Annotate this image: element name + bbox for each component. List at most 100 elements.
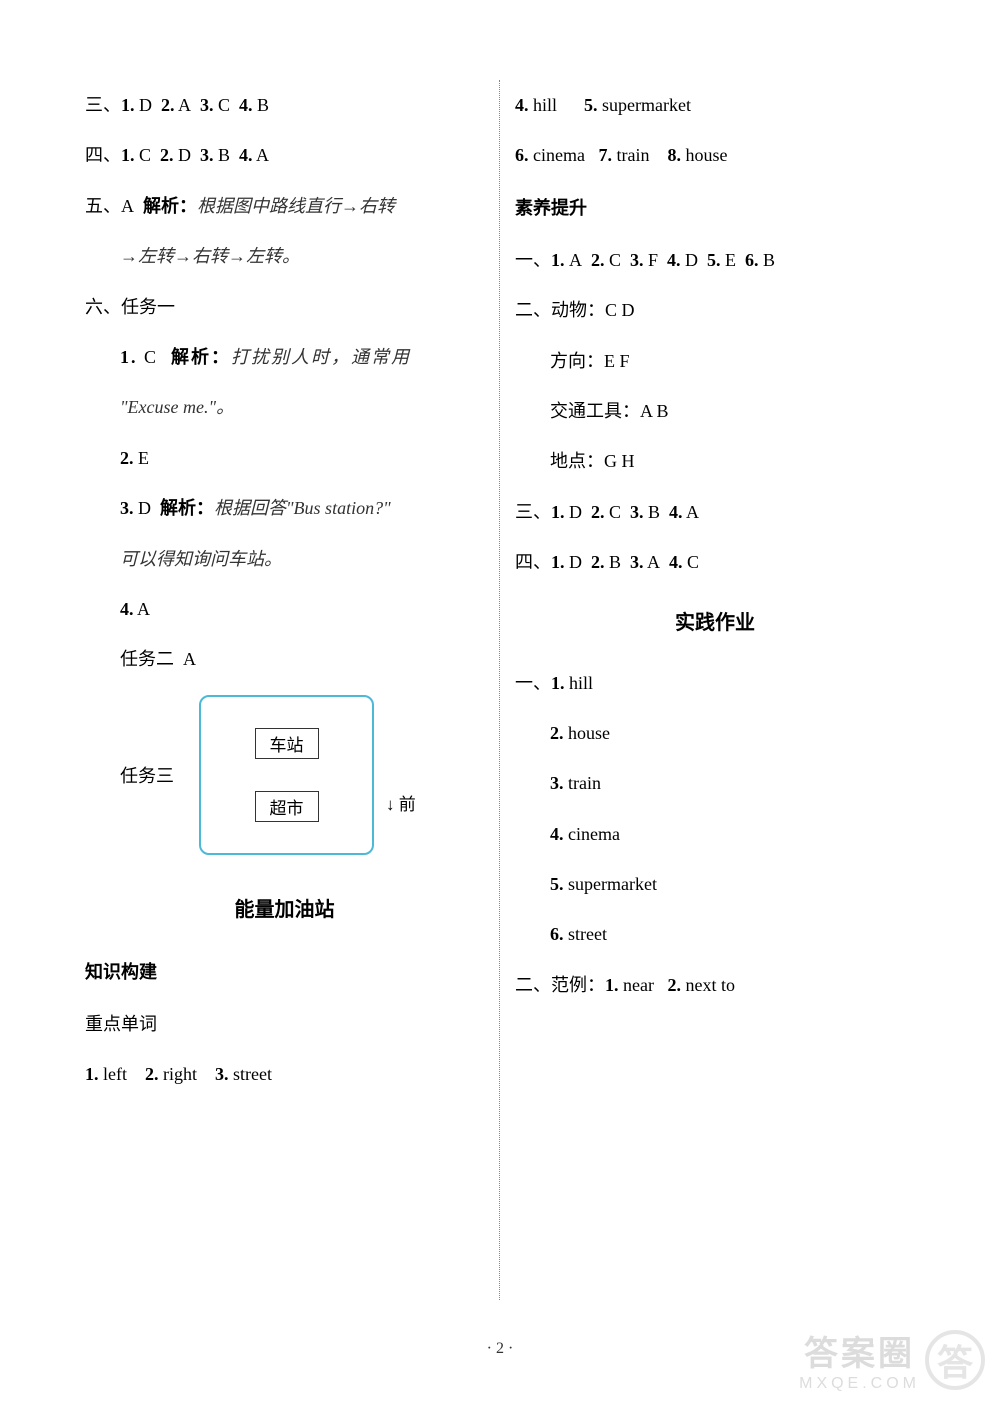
analysis-label: 解析： [143,196,197,216]
right-column: 4. hill 5. supermarket 6. cinema 7. trai… [500,80,930,1300]
practice-title: 实践作业 [515,588,915,658]
answer-val: A [256,145,269,165]
diagram-arrow-label: ↓ 前 [386,790,416,815]
answer-val: C [687,552,699,572]
answer-num: 1. [551,502,565,522]
word-val: train [616,145,649,165]
section-6-item1-line1: 1. C 解析：打扰别人时，通常用 [85,332,484,382]
answer-val: A [686,502,699,522]
category-name: 方向： [550,351,604,371]
word-num: 3. [550,773,564,793]
category-name: 交通工具： [550,401,640,421]
task3-diagram: 任务三 车站 超市 ↓ 前 [85,695,484,855]
answer-num: 1. [121,145,135,165]
prac-section-1-item3: 3. train [515,758,915,808]
word-val: street [568,924,607,944]
word-num: 6. [515,145,529,165]
answer-val: C [609,502,621,522]
watermark-url: MXQE.COM [799,1375,920,1393]
watermark-chinese: 答案圈 [804,1326,915,1375]
answer-num: 2. [161,95,175,115]
answer-num: 2. [120,448,134,468]
answer-val: D [569,552,582,572]
prac-section-1-item4: 4. cinema [515,809,915,859]
section-label: 二、 [515,300,551,320]
section-6-item4: 4. A [85,584,484,634]
answer-num: 3. [630,502,644,522]
section-label: 二、范例： [515,975,605,995]
word-num: 7. [598,145,612,165]
section-label: 三、 [515,502,551,522]
answer-num: 1. [121,95,135,115]
section-6-header: 六、任务一 [85,282,484,332]
task-label: 任务二 [120,649,174,669]
prac-section-1-item2: 2. house [515,708,915,758]
answer-num: 3. [630,552,644,572]
words-row-1: 1. left 2. right 3. street [85,1049,484,1099]
category-val: C D [605,300,635,320]
answer-num: 4. [667,250,681,270]
answer-val: D [178,145,191,165]
answer-val: A [569,250,582,270]
section-6-item3-line2: 可以得知询问车站。 [85,534,484,584]
analysis-text: 根据回答"Bus station?" [214,498,391,518]
lit-section-1: 一、1. A 2. C 3. F 4. D 5. E 6. B [515,235,915,285]
prac-section-1-item5: 5. supermarket [515,859,915,909]
word-num: 1. [85,1064,99,1084]
answer-val: D [138,498,151,518]
answer-num: 2. [591,502,605,522]
watermark: 答案圈 MXQE.COM 答 [799,1326,985,1393]
word-val: left [103,1064,127,1084]
section-label: 四、 [85,145,121,165]
answer-num: 2. [591,552,605,572]
category-val: E F [604,351,630,371]
answer-val: A [647,552,660,572]
answer-num: 4. [669,502,683,522]
answer-val: C [139,145,151,165]
word-num: 2. [550,723,564,743]
word-val: house [568,723,610,743]
answer-num: 4. [120,599,134,619]
word-val: cinema [568,824,620,844]
word-val: house [685,145,727,165]
answer-val: C [609,250,621,270]
category-val: A B [640,401,669,421]
prac-section-1-item6: 6. street [515,909,915,959]
answer-val: A [178,95,191,115]
answer-num: 3. [120,498,134,518]
literacy-heading: 素养提升 [515,181,915,235]
analysis-text: 根据图中路线直行→右转 [197,196,395,216]
prac-section-2: 二、范例：1. near 2. next to [515,960,915,1010]
answer-val: B [763,250,775,270]
word-val: street [233,1064,272,1084]
section-label: 一、 [515,250,551,270]
analysis-label: 解析： [160,498,214,518]
word-val: supermarket [568,874,657,894]
answer-val: B [218,145,230,165]
diagram-supermarket-box: 超市 [255,791,319,822]
lit-section-2-cat3: 交通工具：A B [515,386,915,436]
category-val: G H [604,451,635,471]
word-num: 5. [550,874,564,894]
answer-num: 4. [239,95,253,115]
answer-val: B [648,502,660,522]
word-num: 2. [667,975,681,995]
word-num: 6. [550,924,564,944]
section-6-item3-line1: 3. D 解析：根据回答"Bus station?" [85,483,484,533]
word-num: 1. [605,975,619,995]
key-words-heading: 重点单词 [85,999,484,1049]
analysis-label: 解析： [171,347,231,367]
lit-section-2-cat2: 方向：E F [515,336,915,386]
answer-num: 1. [120,347,138,367]
section-label: 五、A [85,196,134,216]
answer-num: 5. [707,250,721,270]
answer-val: D [139,95,152,115]
answer-num: 1. [551,552,565,572]
task-val: A [183,649,196,669]
answer-val: D [685,250,698,270]
answer-num: 4. [239,145,253,165]
answer-num: 1. [551,250,565,270]
word-num: 3. [215,1064,229,1084]
energy-station-title: 能量加油站 [85,875,484,945]
answer-num: 3. [630,250,644,270]
